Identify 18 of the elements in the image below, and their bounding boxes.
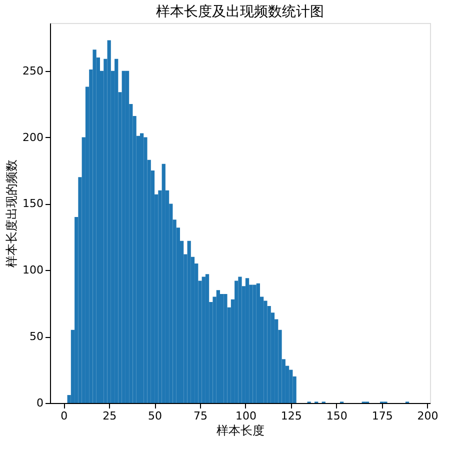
y-tick-label: 0 xyxy=(36,396,44,410)
x-tick-label: 150 xyxy=(326,410,348,422)
x-tick-label: 125 xyxy=(280,410,302,422)
x-tick-label: 25 xyxy=(102,410,117,422)
x-tick-label: 175 xyxy=(372,410,393,422)
x-tick-label: 50 xyxy=(148,410,162,422)
y-tick-label: 250 xyxy=(22,64,44,78)
x-tick-label: 100 xyxy=(235,410,256,422)
chart-title: 样本长度及出现频数统计图 xyxy=(156,4,324,20)
y-tick-label: 200 xyxy=(22,130,44,144)
x-axis-title: 样本长度 xyxy=(216,424,264,438)
y-tick-label: 150 xyxy=(22,197,44,210)
x-tick-label: 75 xyxy=(194,410,208,422)
y-axis-title: 样本长度出现的频数 xyxy=(4,160,19,268)
x-tick-label: 200 xyxy=(417,410,438,422)
y-tick-label: 100 xyxy=(22,264,44,277)
y-tick-label: 50 xyxy=(30,330,44,344)
x-tick-label: 0 xyxy=(60,410,68,422)
